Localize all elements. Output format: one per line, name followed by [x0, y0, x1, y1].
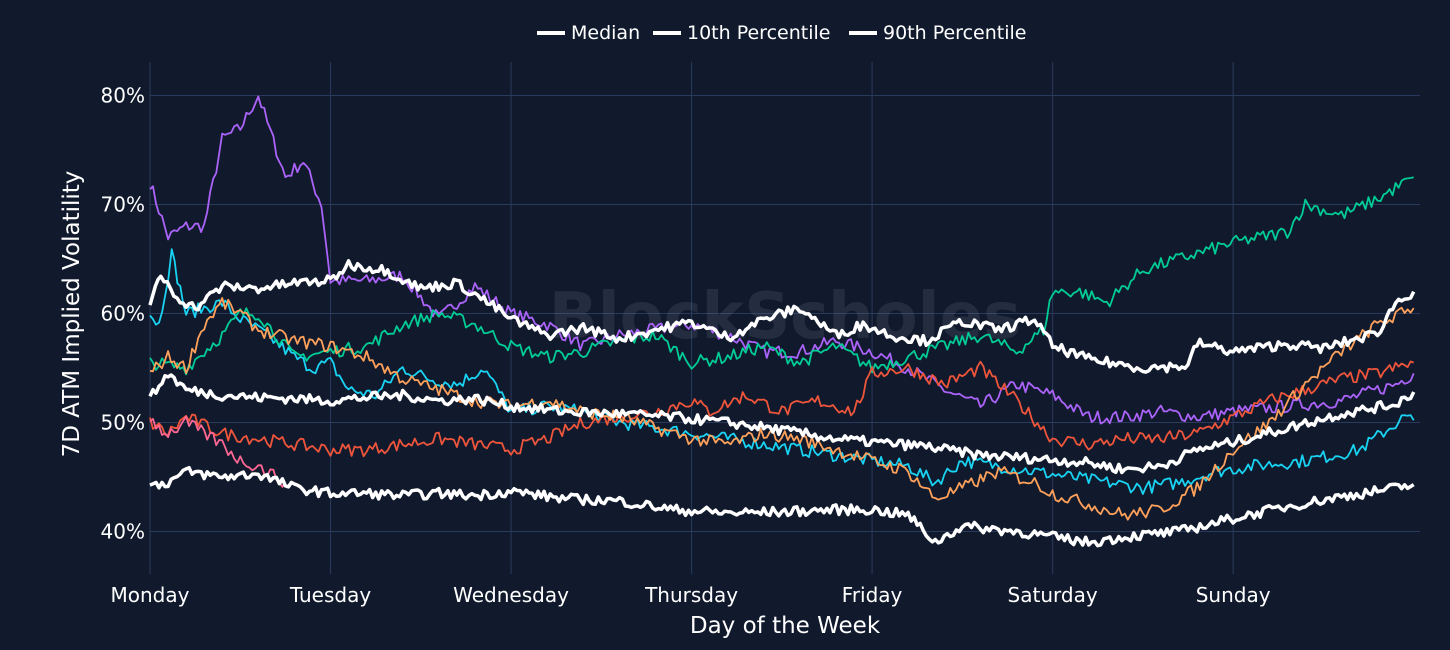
median-line	[148, 373, 1416, 475]
y-tick-label: 80%	[101, 84, 145, 108]
series-layer	[148, 95, 1416, 548]
series-line	[149, 95, 1415, 425]
x-tick-label: Saturday	[1008, 583, 1098, 607]
x-tick-label: Tuesday	[289, 583, 372, 607]
x-tick-label: Sunday	[1196, 583, 1271, 607]
series-line	[149, 297, 1415, 521]
x-tick-label: Thursday	[644, 583, 738, 607]
y-tick-label: 70%	[101, 193, 145, 217]
legend[interactable]: Median 10th Percentile 90th Percentile	[537, 22, 1026, 44]
x-tick-label: Friday	[842, 583, 903, 607]
x-tick-label: Wednesday	[453, 583, 569, 607]
y-tick-label: 50%	[101, 411, 145, 435]
y-axis-title: 7D ATM Implied Volatility	[59, 171, 85, 458]
legend-item[interactable]: Median	[537, 22, 640, 44]
series-line	[149, 176, 1414, 376]
legend-item[interactable]: 10th Percentile	[653, 22, 830, 44]
legend-label: Median	[571, 22, 640, 44]
series-line	[149, 248, 1415, 495]
10th-percentile-line	[149, 465, 1415, 548]
90th-percentile-line	[148, 259, 1416, 374]
series-line	[149, 415, 287, 488]
tick-labels: Monday Tuesday Wednesday Thursday Friday Satu…	[101, 84, 1271, 608]
series-line	[149, 360, 1415, 458]
legend-label: 10th Percentile	[687, 22, 830, 44]
legend-item[interactable]: 90th Percentile	[849, 22, 1026, 44]
x-tick-label: Monday	[111, 583, 190, 607]
y-tick-label: 40%	[101, 520, 145, 544]
y-tick-label: 60%	[101, 302, 145, 326]
x-axis-title: Day of the Week	[690, 613, 881, 639]
legend-label: 90th Percentile	[883, 22, 1026, 44]
